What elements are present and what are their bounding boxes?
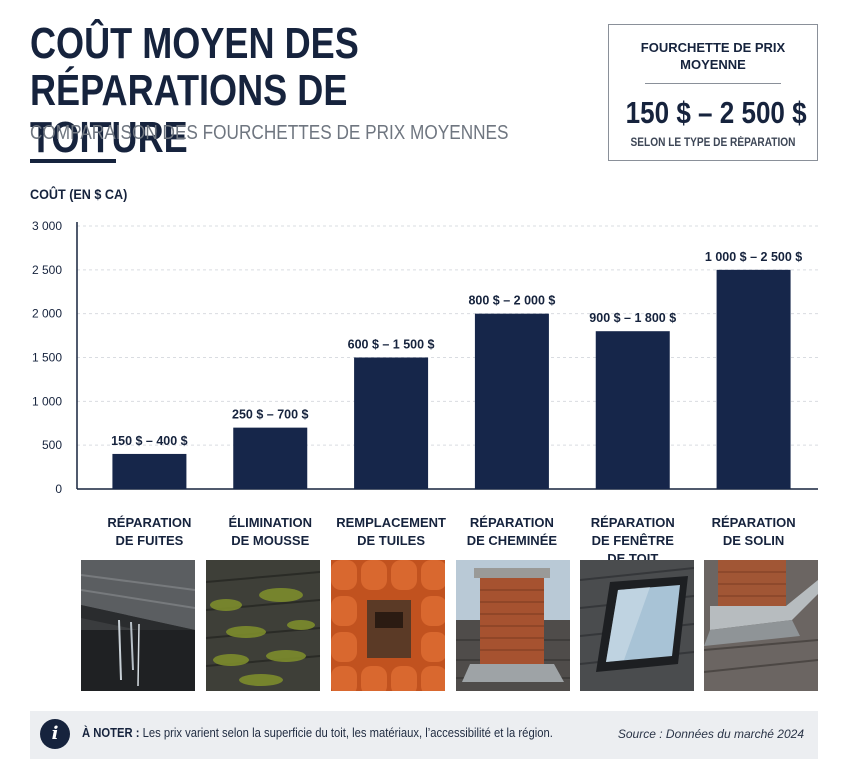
y-tick-label: 1 500	[32, 351, 62, 365]
category-label: REMPLACEMENT DE TUILES	[331, 514, 451, 550]
flashing-roof-image	[704, 560, 818, 691]
category-label-line: DE CHEMINÉE	[466, 533, 558, 548]
bar	[354, 357, 429, 489]
bar-data-label: 800 $ – 2 000 $	[468, 294, 555, 308]
note-text: À NOTER : Les prix varient selon la supe…	[82, 726, 553, 740]
bar-data-label: 250 $ – 700 $	[232, 408, 309, 422]
bar-data-label: 900 $ – 1 800 $	[589, 311, 676, 325]
category-label-line: ÉLIMINATION	[228, 515, 313, 530]
moss-roof-image	[206, 560, 320, 691]
summary-divider	[645, 83, 781, 84]
note-banner: i À NOTER : Les prix varient selon la su…	[30, 711, 818, 759]
category-label-line: DE TUILES	[357, 533, 426, 548]
tile-roof-image	[331, 560, 445, 691]
category-label-line: RÉPARATION	[711, 515, 796, 530]
category-label-line: RÉPARATION	[590, 515, 675, 530]
bar-chart: 0 500 1 000 1 500 2 000 2 500 3 000 150 $ – 400…	[32, 219, 818, 496]
bar	[112, 453, 187, 489]
bar-data-label: 600 $ – 1 500 $	[348, 338, 435, 352]
y-tick-label: 2 500	[32, 263, 62, 277]
category-label-line: DE FENÊTRE	[591, 533, 674, 548]
category-label-line: DE MOUSSE	[231, 533, 310, 548]
bar-data-label: 1 000 $ – 2 500 $	[705, 250, 802, 264]
y-tick-label: 3 000	[32, 219, 62, 233]
skylight-roof-image	[580, 560, 694, 691]
note-body: Les prix varient selon la superficie du …	[142, 726, 553, 740]
bar	[716, 269, 791, 489]
data-source: Source : Données du marché 2024	[617, 727, 804, 741]
info-icon: i	[40, 719, 70, 749]
note-label: À NOTER :	[82, 726, 140, 740]
y-tick-label: 500	[42, 438, 62, 452]
title-underline	[30, 159, 116, 163]
price-range-summary: FOURCHETTE DE PRIX MOYENNE 150 $ – 2 500…	[608, 24, 818, 161]
summary-note: SELON LE TYPE DE RÉPARATION	[630, 137, 796, 149]
page-title: COÛT MOYEN DES RÉPARATIONS DE TOITURE	[30, 19, 359, 162]
category-label: RÉPARATION DE SOLIN	[694, 514, 814, 550]
summary-label: FOURCHETTE DE PRIX MOYENNE	[640, 40, 786, 72]
y-tick-label: 0	[55, 482, 62, 496]
leak-roof-image	[81, 560, 195, 691]
category-label-line: RÉPARATION	[469, 515, 554, 530]
bar	[595, 331, 670, 489]
y-tick-label: 2 000	[32, 307, 62, 321]
y-tick-label: 1 000	[32, 394, 62, 408]
category-label-line: DE FUITES	[115, 533, 184, 548]
bar	[474, 313, 549, 489]
page-subtitle: COMPARAISON DES FOURCHETTES DE PRIX MOYE…	[30, 122, 509, 144]
category-label: RÉPARATION DE FUITES	[89, 514, 209, 550]
category-label-line: DE SOLIN	[722, 533, 785, 548]
y-axis-title: COÛT (EN $ CA)	[30, 186, 128, 202]
bar-data-label: 150 $ – 400 $	[111, 434, 188, 448]
category-label-line: REMPLACEMENT	[336, 515, 446, 530]
category-label-line: RÉPARATION	[107, 515, 192, 530]
category-label: RÉPARATION DE CHEMINÉE	[452, 514, 572, 550]
bar	[233, 427, 308, 489]
chimney-roof-image	[456, 560, 570, 691]
summary-value: 150 $ – 2 500 $	[625, 95, 807, 130]
category-label: ÉLIMINATION DE MOUSSE	[210, 514, 330, 550]
